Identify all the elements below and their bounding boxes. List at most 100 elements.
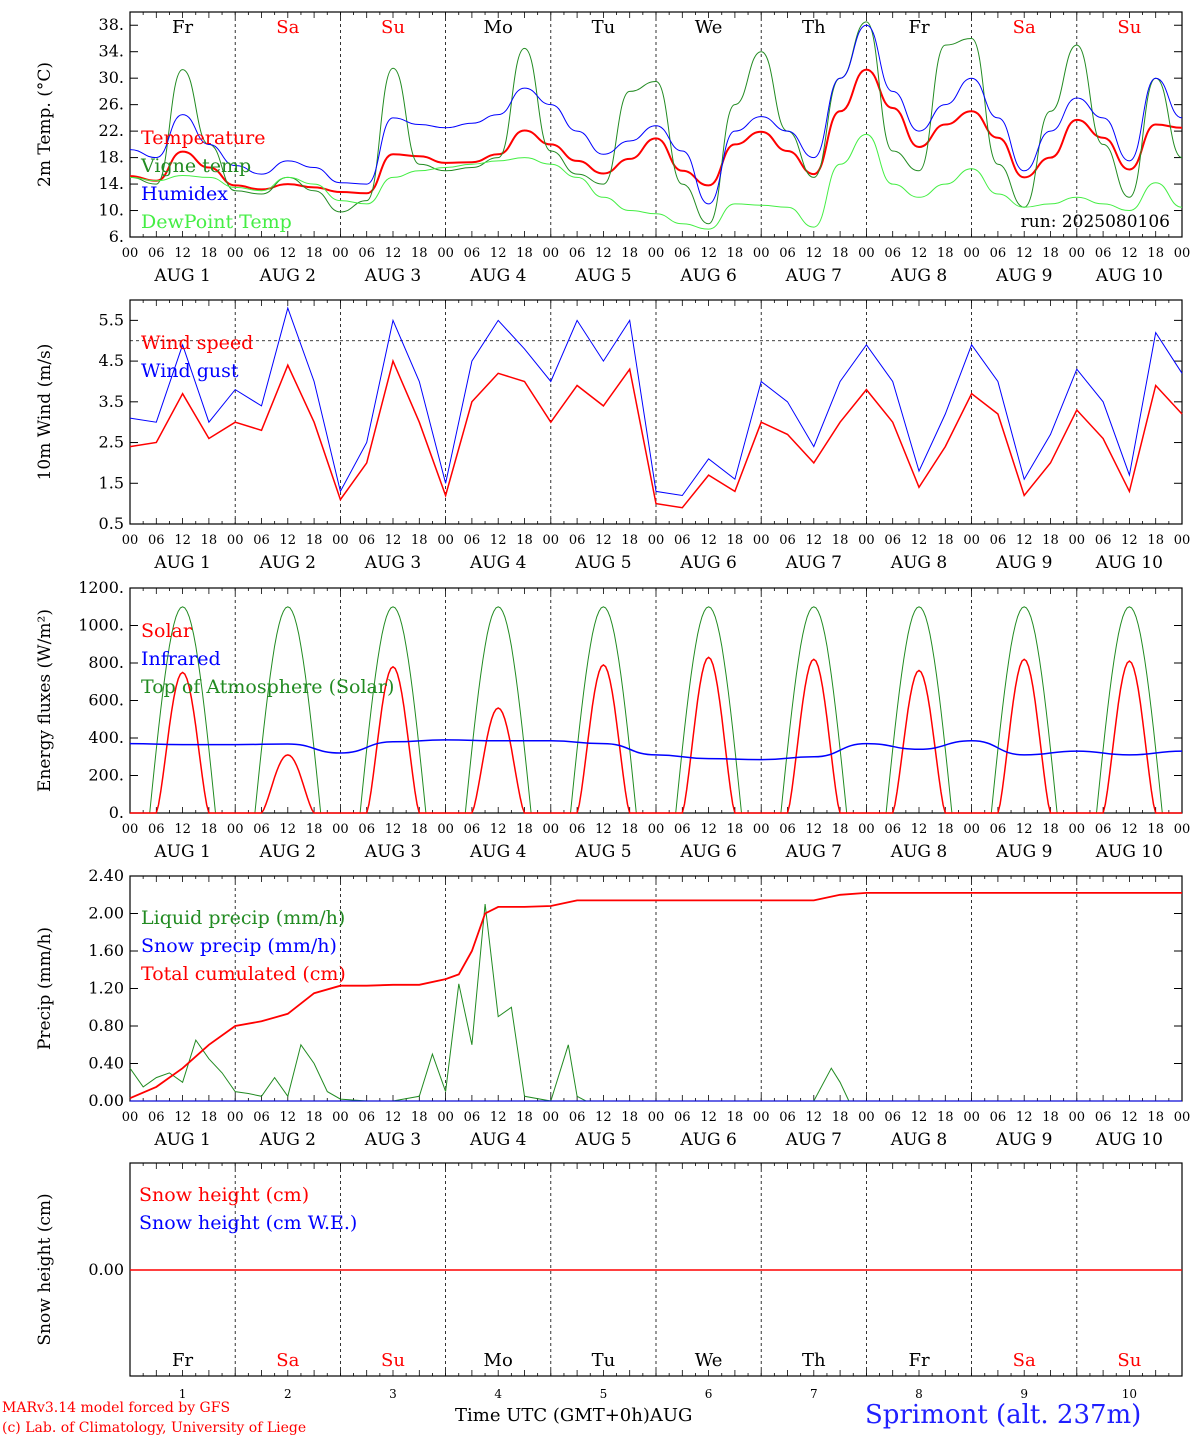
hour-tick-label: 18 <box>727 1110 744 1125</box>
hour-tick-label: 00 <box>332 246 349 261</box>
hour-tick-label: 00 <box>858 246 875 261</box>
y-tick-label: 400. <box>88 728 124 747</box>
hour-tick-label: 06 <box>674 246 691 261</box>
hour-tick-label: 18 <box>937 1110 954 1125</box>
hour-tick-label: 00 <box>122 533 139 548</box>
date-label: AUG 2 <box>259 842 316 862</box>
date-label: AUG 1 <box>153 1130 210 1150</box>
day-name-label: Fr <box>908 17 929 38</box>
hour-tick-label: 18 <box>516 246 533 261</box>
hour-tick-label: 00 <box>543 1110 560 1125</box>
y-tick-label: 3.5 <box>99 392 124 411</box>
bottom-day-name: Fr <box>908 1350 929 1371</box>
legend-entry: Total cumulated (cm) <box>141 963 346 985</box>
bottom-day-name: Fr <box>172 1350 193 1371</box>
hour-tick-label: 12 <box>700 822 717 837</box>
date-label: AUG 7 <box>785 842 842 862</box>
date-label: AUG 2 <box>259 553 316 573</box>
date-label: AUG 10 <box>1095 266 1163 286</box>
hour-tick-label: 18 <box>832 822 849 837</box>
toa-solar-curve <box>656 606 762 814</box>
y-tick-label: 1.60 <box>88 941 124 960</box>
bottom-day-number: 4 <box>494 1387 502 1401</box>
y-axis-label: Energy fluxes (W/m²) <box>35 609 55 792</box>
toa-solar-curve <box>235 606 341 814</box>
date-label: AUG 5 <box>574 553 631 573</box>
date-label: AUG 7 <box>785 553 842 573</box>
hour-tick-label: 06 <box>253 1110 270 1125</box>
hour-tick-label: 18 <box>1042 1110 1059 1125</box>
hour-tick-label: 18 <box>306 533 323 548</box>
panel-frame-1 <box>129 11 1183 238</box>
hour-tick-label: 00 <box>543 822 560 837</box>
solar-curve <box>550 663 656 814</box>
y-tick-label: 0.80 <box>88 1016 124 1035</box>
y-tick-label: 2.40 <box>88 866 124 885</box>
toa-solar-curve <box>866 606 972 814</box>
hour-tick-label: 18 <box>1042 533 1059 548</box>
y-tick-label: 5.5 <box>99 310 124 329</box>
hour-tick-label: 00 <box>332 533 349 548</box>
hour-tick-label: 12 <box>385 533 402 548</box>
toa-solar-curve <box>340 606 446 814</box>
hour-tick-label: 18 <box>727 533 744 548</box>
legend-entry: DewPoint Temp <box>141 211 292 233</box>
series-line-0 <box>129 68 1183 195</box>
bottom-day-number: 8 <box>915 1387 923 1401</box>
hour-tick-label: 06 <box>464 246 481 261</box>
hour-tick-label: 00 <box>437 1110 454 1125</box>
y-axis-label: Precip (mm/h) <box>35 927 55 1050</box>
hour-tick-label: 12 <box>595 822 612 837</box>
date-label: AUG 7 <box>785 1130 842 1150</box>
solar-curve <box>1076 660 1182 814</box>
hour-tick-label: 00 <box>543 246 560 261</box>
hour-tick-label: 00 <box>227 1110 244 1125</box>
series-line-1 <box>129 21 1183 225</box>
hour-tick-label: 12 <box>1121 1110 1138 1125</box>
hour-tick-label: 12 <box>174 1110 191 1125</box>
hour-tick-label: 18 <box>1147 533 1164 548</box>
hour-tick-label: 12 <box>174 533 191 548</box>
hour-tick-label: 06 <box>358 822 375 837</box>
y-tick-label: 200. <box>88 766 124 785</box>
hour-tick-label: 00 <box>963 246 980 261</box>
hour-tick-label: 06 <box>464 822 481 837</box>
date-label: AUG 3 <box>364 553 421 573</box>
date-label: AUG 2 <box>259 266 316 286</box>
hour-tick-label: 06 <box>779 246 796 261</box>
solar-curve <box>971 658 1077 814</box>
hour-tick-label: 00 <box>227 246 244 261</box>
day-name-label: Sa <box>276 17 299 38</box>
bottom-day-name: Su <box>1117 1350 1141 1371</box>
hour-tick-label: 12 <box>806 533 823 548</box>
hour-tick-label: 18 <box>621 1110 638 1125</box>
hour-tick-label: 06 <box>779 822 796 837</box>
hour-tick-label: 12 <box>700 1110 717 1125</box>
hour-tick-label: 06 <box>358 533 375 548</box>
hour-tick-label: 12 <box>700 533 717 548</box>
y-tick-label: 1000. <box>78 616 124 635</box>
hour-tick-label: 06 <box>148 1110 165 1125</box>
y-tick-label: 30. <box>99 68 124 87</box>
date-label: AUG 8 <box>890 1130 947 1150</box>
hour-tick-label: 06 <box>464 1110 481 1125</box>
hour-tick-label: 18 <box>516 533 533 548</box>
hour-tick-label: 00 <box>227 822 244 837</box>
y-axis-label: 2m Temp. (°C) <box>35 62 55 187</box>
hour-tick-label: 06 <box>358 246 375 261</box>
hour-tick-label: 12 <box>911 246 928 261</box>
date-label: AUG 6 <box>679 553 736 573</box>
date-label: AUG 7 <box>785 266 842 286</box>
y-tick-label: 14. <box>99 174 124 193</box>
date-label: AUG 10 <box>1095 842 1163 862</box>
infrared-curve <box>129 739 1183 761</box>
bottom-day-number: 9 <box>1020 1387 1028 1401</box>
hour-tick-label: 18 <box>832 533 849 548</box>
date-label: AUG 2 <box>259 1130 316 1150</box>
hour-tick-label: 00 <box>1174 1110 1191 1125</box>
date-label: AUG 4 <box>469 1130 526 1150</box>
legend-entry: Liquid precip (mm/h) <box>141 907 345 929</box>
hour-tick-label: 12 <box>490 533 507 548</box>
hour-tick-label: 12 <box>1016 246 1033 261</box>
